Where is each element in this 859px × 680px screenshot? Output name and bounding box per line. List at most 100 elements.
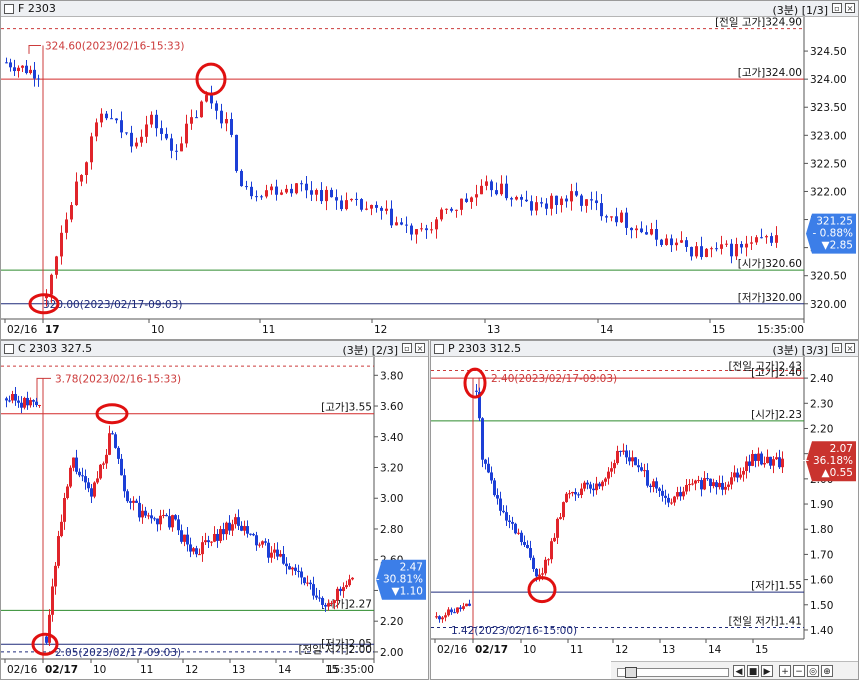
x-tick-label: 12	[615, 644, 628, 656]
price-box-line: 321.25	[816, 216, 853, 228]
candle-body	[235, 134, 238, 171]
candle-body	[26, 397, 29, 406]
candle-body	[198, 554, 201, 556]
futures-candlestick-chart[interactable]: 324.50 324.00 323.50 323.00 322.50 322.00 321.…	[1, 17, 859, 340]
x-tick-label: 15	[755, 644, 768, 656]
x-tick-label: 14	[600, 324, 614, 336]
restore-icon[interactable]: ▫	[832, 343, 842, 353]
panel-select-checkbox[interactable]	[4, 344, 14, 354]
zoom-fit-icon[interactable]: ◎	[807, 665, 819, 677]
candle-body	[493, 480, 496, 496]
price-box-line: ▲0.55	[822, 467, 853, 479]
candle-body	[288, 566, 291, 570]
candle-body	[580, 488, 583, 495]
close-icon[interactable]: ×	[415, 343, 425, 353]
candle-body	[105, 454, 108, 464]
candle-body	[249, 533, 252, 535]
price-box-line: ▼1.10	[392, 586, 423, 598]
panel-interval-label[interactable]: (3분) [2/3]	[342, 344, 398, 357]
zoom-out-icon[interactable]: −	[793, 665, 805, 677]
candle-body	[17, 67, 20, 72]
candle-body	[754, 453, 757, 461]
candle-body	[544, 559, 547, 574]
low-label: [저가]2.05	[321, 638, 372, 650]
candle-body	[685, 240, 688, 247]
candle-body	[162, 514, 165, 516]
panel-title: F 2303	[18, 2, 56, 15]
candle-body	[739, 474, 742, 478]
candle-body	[279, 553, 282, 557]
candle-body	[25, 65, 28, 74]
candle-body	[760, 237, 763, 239]
high-point-annotation: 324.60(2023/02/16-15:33)	[45, 40, 185, 52]
candle-body	[710, 248, 713, 250]
candle-body	[508, 520, 511, 522]
candle-body	[153, 518, 156, 520]
y-tick-label: 2.20	[380, 616, 403, 628]
candle-body	[665, 238, 668, 245]
candle-body	[180, 530, 183, 542]
candle-body	[742, 470, 745, 475]
high-label: [고가]2.40	[751, 367, 802, 379]
candle-body	[66, 486, 69, 499]
restore-icon[interactable]: ▫	[832, 3, 842, 13]
candle-body	[570, 191, 573, 202]
candle-body	[475, 194, 478, 198]
candle-body	[577, 494, 580, 496]
candle-body	[530, 201, 533, 211]
candle-body	[660, 239, 663, 245]
scroll-track[interactable]	[617, 668, 729, 677]
panel-select-checkbox[interactable]	[434, 344, 444, 354]
x-tick-label: 14	[278, 664, 292, 676]
scroll-right-icon[interactable]: ▶	[761, 665, 773, 677]
scroll-thumb[interactable]	[625, 667, 637, 678]
candle-body	[213, 533, 216, 542]
y-tick-label: 320.50	[810, 271, 847, 283]
candle-body	[505, 183, 508, 199]
candle-body	[108, 433, 111, 455]
zoom-reset-icon[interactable]: ⊕	[821, 665, 833, 677]
highlight-circle-low	[31, 632, 59, 656]
call-candlestick-chart[interactable]: 3.803.603.403.203.002.802.602.402.202.00…	[1, 357, 429, 680]
candle-body	[616, 450, 619, 464]
panel-interval-label[interactable]: (3분) [3/3]	[772, 344, 828, 357]
candle-body	[335, 197, 338, 201]
panel-interval-label[interactable]: (3분) [1/3]	[772, 4, 828, 17]
y-tick-label: 324.50	[810, 46, 847, 58]
candle-body	[5, 62, 8, 64]
candle-body	[511, 521, 514, 524]
candle-body	[601, 481, 604, 487]
high-point-marker	[28, 44, 41, 54]
price-box-line: - 0.88%	[813, 228, 854, 240]
x-tick-label: 10	[93, 664, 106, 676]
close-icon[interactable]: ×	[845, 343, 855, 353]
candle-body	[115, 118, 118, 121]
candle-body	[565, 198, 568, 202]
candle-body	[230, 119, 233, 135]
close-icon[interactable]: ×	[845, 3, 855, 13]
y-tick-label: 2.20	[810, 423, 833, 435]
stop-icon[interactable]: ■	[747, 665, 759, 677]
put-candlestick-chart[interactable]: 2.402.302.202.102.001.901.801.701.601.50…	[431, 357, 859, 680]
candle-body	[410, 225, 413, 235]
scroll-left-icon[interactable]: ◀	[733, 665, 745, 677]
candle-body	[29, 400, 32, 406]
restore-icon[interactable]: ▫	[402, 343, 412, 353]
candle-body	[496, 495, 499, 499]
candle-body	[736, 472, 739, 478]
x-tick-label: 11	[262, 324, 275, 336]
candle-body	[535, 202, 538, 211]
candle-body	[500, 183, 503, 195]
candle-body	[65, 219, 68, 233]
candle-body	[243, 526, 246, 531]
candle-body	[275, 186, 278, 195]
zoom-in-icon[interactable]: +	[779, 665, 791, 677]
highlight-circle-high	[195, 62, 227, 96]
candle-body	[583, 482, 586, 489]
candle-body	[545, 203, 548, 209]
candle-body	[37, 78, 40, 80]
plot-area	[1, 357, 375, 660]
candle-body	[333, 600, 336, 604]
candle-body	[765, 236, 768, 238]
panel-select-checkbox[interactable]	[4, 4, 14, 14]
